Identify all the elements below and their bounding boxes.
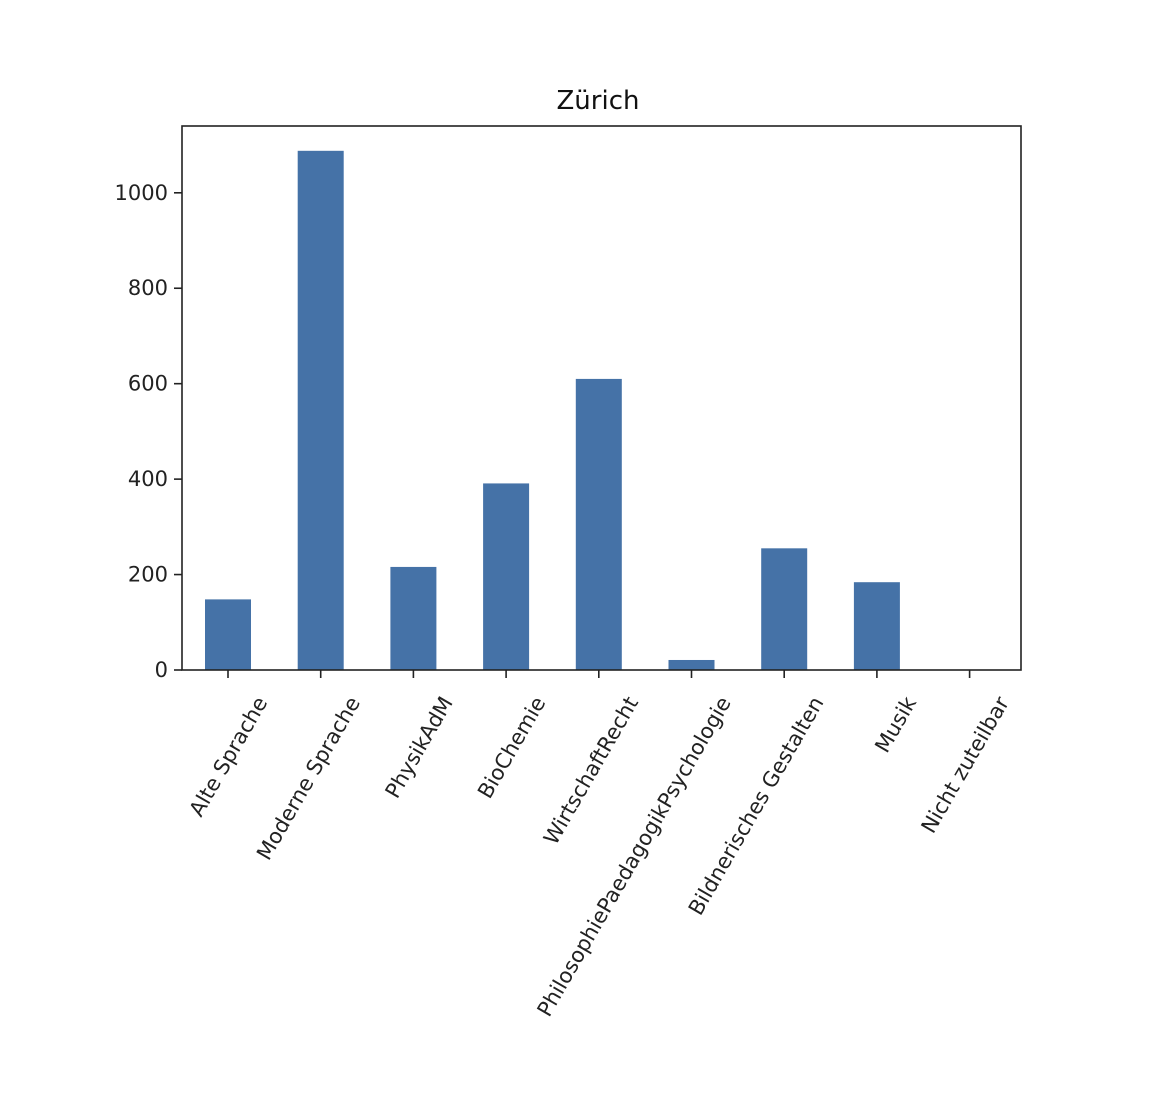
plot-frame: [181, 125, 1022, 671]
x-tick-label: WirtschaftRecht: [539, 693, 643, 849]
bars-group: [205, 150, 900, 670]
bar-bildnerisches-gestalten: [761, 548, 808, 670]
bar-philosophiepaedagogikpsychologie: [668, 659, 715, 670]
y-tick-label: 1000: [115, 181, 168, 205]
x-tick-label: Moderne Sprache: [252, 693, 365, 865]
x-tick-label: Musik: [870, 692, 921, 757]
bar-wirtschaftrecht: [575, 378, 622, 670]
bar-musik: [853, 582, 900, 670]
x-tick-label: PhysikAdM: [381, 693, 458, 803]
bar-moderne-sprache: [297, 150, 344, 670]
x-tick-label: BioChemie: [473, 693, 550, 803]
x-tick-label: Nicht zuteilbar: [916, 692, 1014, 837]
x-tick-label: Alte Sprache: [185, 693, 273, 821]
y-tick-label: 400: [128, 467, 168, 491]
x-tick-label: PhilosophiePaedagogikPsychologie: [533, 693, 736, 1021]
y-axis: 0 200 400 600 800 1000: [115, 181, 182, 682]
y-tick-label: 600: [128, 372, 168, 396]
bar-alte-sprache: [205, 599, 251, 670]
y-tick-label: 200: [128, 563, 168, 587]
chart-title: Zürich: [557, 86, 640, 116]
bar-biochemie: [483, 483, 530, 670]
y-tick-label: 0: [155, 658, 168, 682]
bar-physikadm: [390, 566, 437, 670]
y-tick-label: 800: [128, 276, 168, 300]
